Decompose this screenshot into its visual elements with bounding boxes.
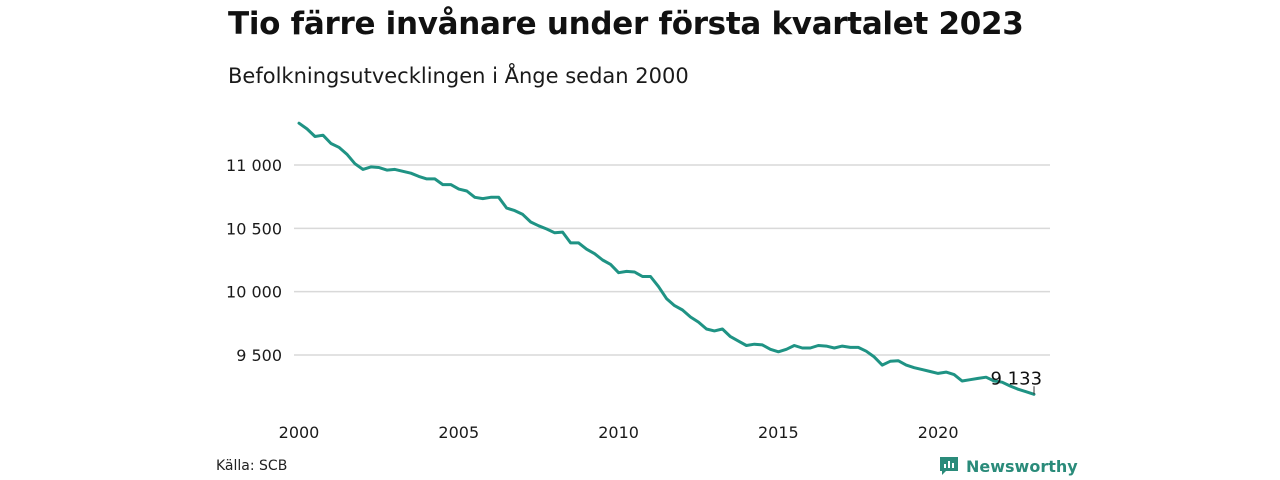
x-tick-label: 2015 [758, 423, 799, 442]
newsworthy-logo-icon [940, 457, 958, 475]
population-series-line [297, 121, 1036, 396]
brand-name: Newsworthy [966, 456, 1078, 476]
source-note: Källa: SCB [216, 458, 288, 474]
x-tick-label: 2020 [918, 423, 959, 442]
x-tick-label: 2005 [438, 423, 479, 442]
x-tick-label: 2010 [598, 423, 639, 442]
chart-title: Tio färre invånare under första kvartale… [228, 6, 1024, 42]
y-tick-label: 10 500 [226, 219, 282, 238]
y-tick-label: 10 000 [226, 283, 282, 302]
end-value-label: 9 133 [990, 368, 1042, 389]
chart-subtitle: Befolkningsutvecklingen i Ånge sedan 200… [228, 64, 689, 88]
y-tick-label: 11 000 [226, 156, 282, 175]
x-tick-label: 2000 [279, 423, 320, 442]
y-tick-label: 9 500 [236, 346, 282, 365]
brand-logo: Newsworthy [938, 455, 1078, 477]
